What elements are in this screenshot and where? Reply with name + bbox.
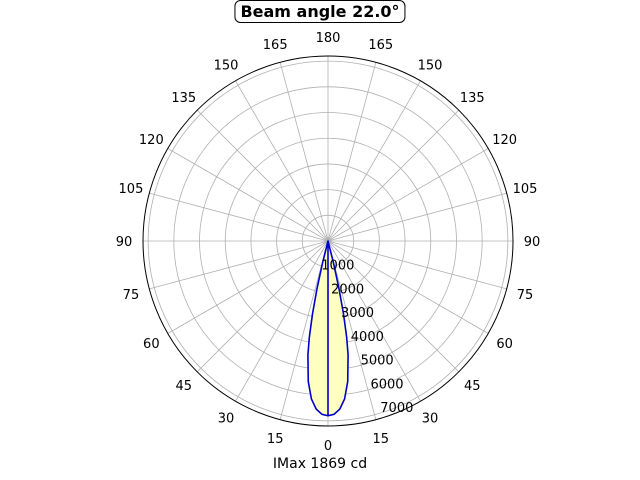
- angle-tick-label-18: 90: [116, 235, 133, 250]
- series-line-1: [307, 240, 349, 417]
- series-layer: [307, 240, 349, 417]
- angular-gridline-14: [235, 80, 329, 242]
- angle-tick-label-11: 165: [368, 38, 393, 53]
- angular-gridline-17: [149, 192, 329, 242]
- radial-tick-label-6: 6000: [370, 377, 403, 392]
- angle-tick-label-22: 30: [218, 412, 235, 427]
- angular-gridline-22: [235, 240, 329, 402]
- angle-tick-label-20: 60: [143, 337, 160, 352]
- angle-tick-label-7: 105: [513, 182, 538, 197]
- radial-tick-label-3: 3000: [341, 306, 374, 321]
- angle-tick-label-10: 150: [418, 58, 443, 73]
- angle-tick-label-14: 150: [214, 58, 239, 73]
- angular-gridline-13: [279, 62, 329, 242]
- angle-tick-label-15: 135: [171, 91, 196, 106]
- angle-tick-label-13: 165: [263, 38, 288, 53]
- radial-tick-label-2: 2000: [331, 282, 364, 297]
- angular-gridline-11: [327, 62, 377, 242]
- angle-tick-label-0: 0: [324, 439, 332, 454]
- angle-tick-label-23: 15: [267, 432, 284, 447]
- angle-tick-label-6: 90: [524, 235, 541, 250]
- angle-tick-label-8: 120: [492, 133, 517, 148]
- angular-gridline-15: [196, 109, 329, 242]
- radial-tick-label-5: 5000: [361, 354, 394, 369]
- angular-gridline-4: [327, 240, 489, 334]
- angular-gridline-9: [327, 109, 460, 242]
- angle-tick-labels: 0 15 30 45 60 75 90 105 120 135 150 165 180 165 150 135…: [116, 31, 541, 454]
- angle-tick-label-19: 75: [123, 288, 140, 303]
- angle-tick-label-3: 45: [464, 379, 481, 394]
- angular-gridline-5: [327, 240, 507, 290]
- angle-tick-label-5: 75: [517, 288, 534, 303]
- angle-tick-label-4: 60: [496, 337, 513, 352]
- angular-gridline-21: [196, 240, 329, 373]
- radial-tick-labels: 1000 2000 3000 4000 5000 6000 7000: [321, 259, 413, 416]
- angle-tick-label-12: 180: [316, 31, 341, 46]
- angle-tick-label-9: 135: [460, 91, 485, 106]
- radial-tick-label-1: 1000: [321, 259, 354, 274]
- angular-gridline-3: [327, 240, 460, 373]
- angle-tick-label-16: 120: [139, 133, 164, 148]
- angular-gridline-16: [167, 148, 329, 242]
- angle-tick-label-21: 45: [175, 379, 192, 394]
- angular-gridline-7: [327, 192, 507, 242]
- radial-tick-label-4: 4000: [351, 330, 384, 345]
- x-axis-label: IMax 1869 cd: [272, 456, 368, 472]
- chart-title: Beam angle 22.0°: [234, 0, 406, 23]
- angular-gridline-19: [149, 240, 329, 290]
- angle-tick-label-17: 105: [119, 182, 144, 197]
- angular-gridline-2: [327, 240, 421, 402]
- angular-gridline-10: [327, 80, 421, 242]
- angle-tick-label-2: 30: [422, 412, 439, 427]
- polar-frame: [142, 55, 514, 427]
- angular-gridline-20: [167, 240, 329, 334]
- radial-tick-label-7: 7000: [380, 401, 413, 416]
- angular-gridline-8: [327, 148, 489, 242]
- angle-tick-label-1: 15: [373, 432, 390, 447]
